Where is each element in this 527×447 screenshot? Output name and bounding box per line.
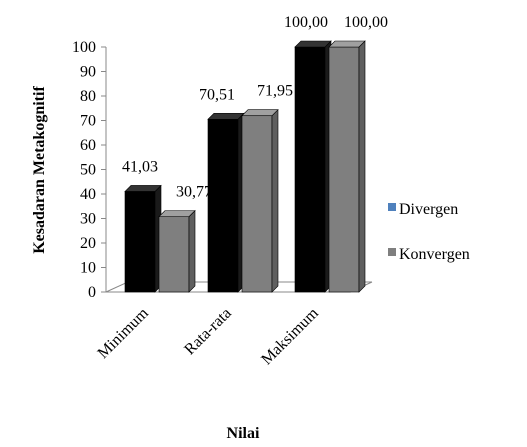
x-tick-label: Rata-rata xyxy=(181,305,234,358)
y-tick-label: 0 xyxy=(88,284,96,301)
x-tick-label: Maksimum xyxy=(258,304,322,368)
floor-depth-left xyxy=(105,281,129,293)
y-tick-label: 80 xyxy=(80,88,96,105)
data-label: 70,51 xyxy=(199,86,235,103)
legend: Divergen Konvergen xyxy=(388,201,470,263)
legend-label-konvergen: Konvergen xyxy=(399,246,470,263)
x-axis-title: Nilai xyxy=(227,425,260,442)
y-axis-title: Kesadaran Metakognitif xyxy=(31,86,48,254)
y-tick-label: 30 xyxy=(80,211,96,228)
y-tick-label: 90 xyxy=(80,64,96,81)
bar-divergen-rata-rata xyxy=(207,112,245,293)
data-label: 100,00 xyxy=(344,14,388,31)
data-label: 41,03 xyxy=(122,158,158,175)
bar-divergen-minimum xyxy=(124,184,162,293)
bars xyxy=(124,40,366,293)
legend-swatch-divergen xyxy=(388,203,396,211)
y-tick-label: 20 xyxy=(80,235,96,252)
legend-label-divergen: Divergen xyxy=(399,201,458,218)
y-tick-label: 70 xyxy=(80,113,96,130)
y-tick-label: 10 xyxy=(80,260,96,277)
y-tick-label: 60 xyxy=(80,137,96,154)
data-label: 71,95 xyxy=(257,83,293,100)
x-tick-label: Minimum xyxy=(95,304,153,362)
data-label: 100,00 xyxy=(284,14,328,31)
bar-konvergen-rata-rata xyxy=(241,108,279,293)
y-tick-label: 50 xyxy=(80,162,96,179)
bar-konvergen-minimum xyxy=(158,209,196,293)
y-tick-label: 100 xyxy=(72,39,96,56)
bar-divergen-maksimum xyxy=(294,40,332,293)
y-tick-label: 40 xyxy=(80,186,96,203)
data-label: 30,77 xyxy=(176,184,212,201)
legend-swatch-konvergen xyxy=(388,248,396,256)
data-labels: 41,03 70,51 100,00 30,77 71,95 100,00 xyxy=(122,14,388,201)
bar-konvergen-maksimum xyxy=(328,40,366,293)
